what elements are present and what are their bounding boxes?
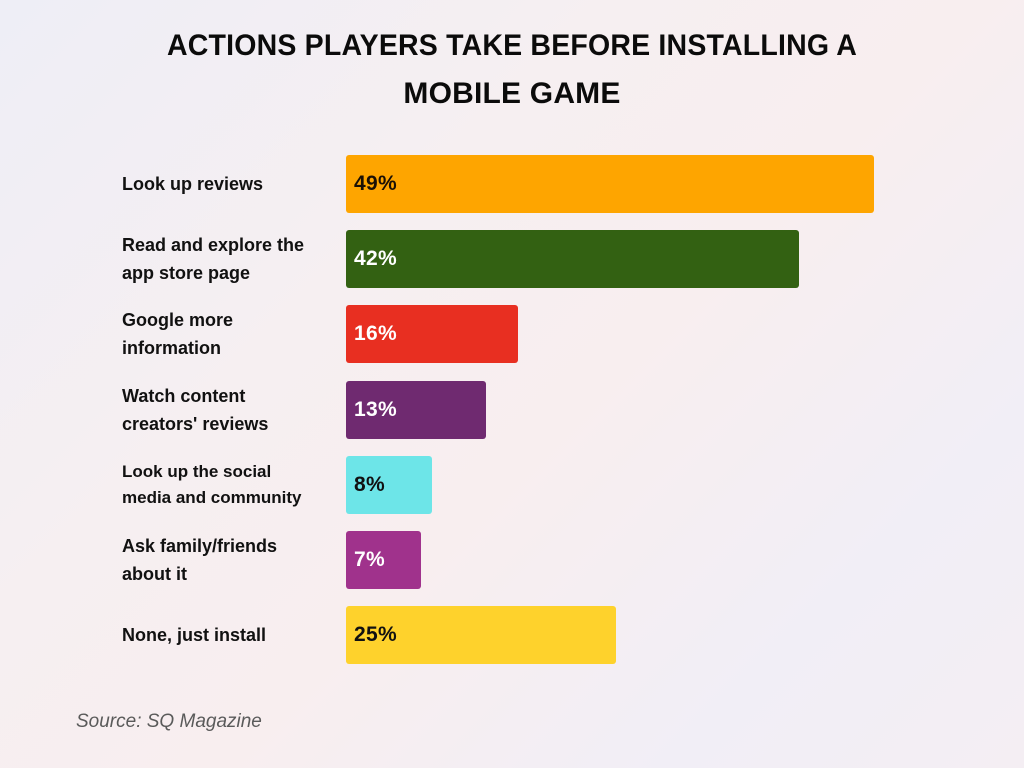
bar: 25% <box>346 606 616 665</box>
bar-value-label: 25% <box>354 623 397 647</box>
bar: 16% <box>346 305 518 364</box>
bar-value-label: 13% <box>354 397 397 421</box>
chart-title: ACTIONS PLAYERS TAKE BEFORE INSTALLING A… <box>0 22 1024 118</box>
bar-row: None, just install 25% <box>0 606 1024 665</box>
bar: 8% <box>346 455 432 514</box>
bar-row: Look up reviews 49% <box>0 155 1024 213</box>
chart-title-line-2: MOBILE GAME <box>403 77 621 110</box>
bar: 42% <box>346 230 799 289</box>
bar-row: Ask family/friends about it 7% <box>0 531 1024 589</box>
bar: 13% <box>346 380 486 439</box>
category-label: Look up reviews <box>122 174 264 194</box>
bar-value-label: 42% <box>354 247 397 271</box>
bar-value-label: 16% <box>354 322 397 346</box>
bar-value-label: 49% <box>354 172 397 195</box>
category-label: Read and explore the app store page <box>122 235 305 284</box>
bar-row: Look up the social media and community 8… <box>0 455 1024 514</box>
category-label: Watch content creators' reviews <box>122 385 269 434</box>
bar-value-label: 8% <box>354 472 385 496</box>
bar-row: Google more information 16% <box>0 305 1024 364</box>
bar: 49% <box>346 155 874 213</box>
source-caption: Source: SQ Magazine <box>76 711 262 732</box>
bar-row: Read and explore the app store page 42% <box>0 230 1024 289</box>
bar-row: Watch content creators' reviews 13% <box>0 380 1024 439</box>
chart-title-line-1: ACTIONS PLAYERS TAKE BEFORE INSTALLING A <box>166 29 858 62</box>
bar-value-label: 7% <box>354 548 385 571</box>
category-label: Look up the social media and community <box>122 461 302 507</box>
bar: 7% <box>346 531 421 589</box>
category-label: None, just install <box>122 625 267 646</box>
category-label: Ask family/friends about it <box>122 536 278 584</box>
category-label: Google more information <box>122 310 234 359</box>
